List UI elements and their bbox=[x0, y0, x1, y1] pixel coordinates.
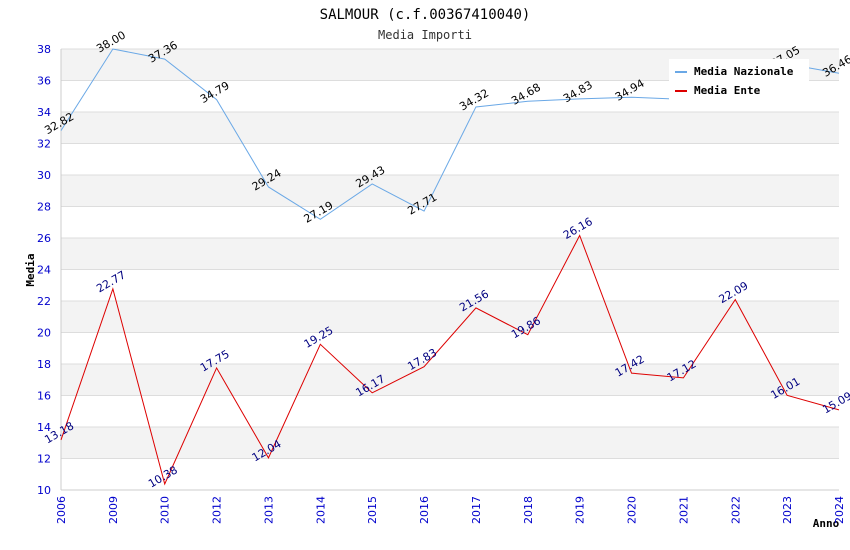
x-tick-label: 2015 bbox=[366, 496, 379, 524]
chart-subtitle: Media Importi bbox=[378, 28, 472, 42]
y-tick-label: 34 bbox=[37, 106, 51, 119]
y-tick-label: 38 bbox=[37, 43, 51, 56]
y-tick-label: 20 bbox=[37, 327, 51, 340]
y-tick-label: 22 bbox=[37, 295, 51, 308]
legend-label-ente: Media Ente bbox=[694, 84, 761, 97]
x-tick-label: 2014 bbox=[314, 496, 327, 524]
x-tick-label: 2018 bbox=[522, 496, 535, 524]
grid-band bbox=[61, 238, 839, 270]
chart-title: SALMOUR (c.f.00367410040) bbox=[320, 7, 531, 23]
x-tick-label: 2020 bbox=[626, 496, 639, 524]
x-tick-label: 2024 bbox=[833, 496, 846, 524]
y-axis-label: Media bbox=[24, 253, 37, 286]
x-tick-label: 2022 bbox=[729, 496, 742, 524]
x-tick-label: 2023 bbox=[781, 496, 794, 524]
grid-band bbox=[61, 427, 839, 459]
grid-band bbox=[61, 175, 839, 207]
grid-bands bbox=[60, 48, 839, 491]
x-tick-label: 2006 bbox=[55, 496, 68, 524]
y-tick-label: 14 bbox=[37, 421, 51, 434]
legend-label-nazionale: Media Nazionale bbox=[694, 65, 794, 78]
y-axis-ticks: 10 12 14 16 18 20 22 24 26 28 30 32 34 36 38 bbox=[37, 43, 51, 497]
y-tick-label: 18 bbox=[37, 358, 51, 371]
grid-band bbox=[61, 269, 839, 301]
grid-band bbox=[61, 206, 839, 238]
x-tick-label: 2017 bbox=[470, 496, 483, 524]
grid-band bbox=[61, 364, 839, 396]
x-tick-label: 2016 bbox=[418, 496, 431, 524]
y-tick-label: 28 bbox=[37, 201, 51, 214]
legend: Media Nazionale Media Ente bbox=[669, 59, 809, 102]
x-axis-label: Anno bbox=[813, 517, 840, 530]
grid-band bbox=[61, 395, 839, 427]
x-tick-label: 2009 bbox=[107, 496, 120, 524]
grid-band bbox=[61, 112, 839, 144]
y-tick-label: 26 bbox=[37, 232, 51, 245]
x-tick-label: 2012 bbox=[211, 496, 224, 524]
y-tick-label: 12 bbox=[37, 453, 51, 466]
x-tick-label: 2013 bbox=[262, 496, 275, 524]
grid-band bbox=[61, 458, 839, 490]
y-tick-label: 36 bbox=[37, 75, 51, 88]
y-tick-label: 10 bbox=[37, 484, 51, 497]
y-tick-label: 24 bbox=[37, 264, 51, 277]
x-axis-ticks: 2006 2009 2010 2012 2013 2014 2015 2016 2017 2018… bbox=[55, 496, 846, 524]
y-tick-label: 32 bbox=[37, 138, 51, 151]
grid-band bbox=[61, 301, 839, 333]
x-tick-label: 2021 bbox=[677, 496, 690, 524]
y-tick-label: 16 bbox=[37, 390, 51, 403]
series-line-ente bbox=[60, 234, 840, 486]
legend-box bbox=[669, 59, 809, 102]
y-tick-label: 30 bbox=[37, 169, 51, 182]
x-tick-label: 2010 bbox=[159, 496, 172, 524]
x-tick-label: 2019 bbox=[574, 496, 587, 524]
